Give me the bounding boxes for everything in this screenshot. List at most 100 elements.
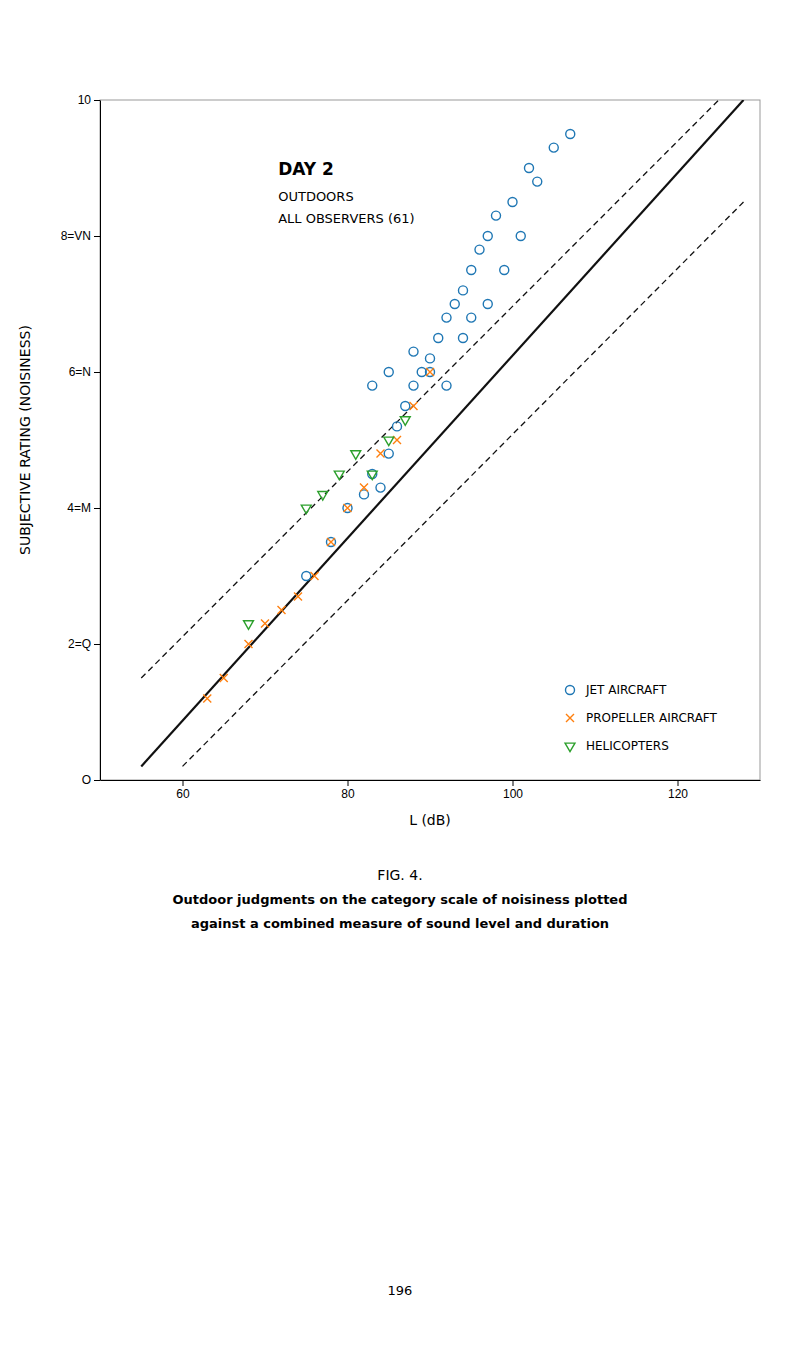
point (351, 451, 361, 460)
legend-item: HELICOPTERS (565, 739, 669, 753)
tick-label: O (82, 773, 91, 787)
legend-label: HELICOPTERS (586, 739, 669, 753)
point (458, 333, 467, 342)
caption: FIG. 4. (377, 867, 422, 883)
point (245, 640, 253, 648)
tick-label: 60 (176, 787, 190, 801)
tick: 100 (503, 780, 523, 801)
point (467, 313, 476, 322)
legend: JET AIRCRAFT PROPELLER AIRCRAFT HELICOPTER… (565, 683, 718, 753)
tick-mark (678, 780, 679, 786)
page-number: 196 (388, 1283, 413, 1298)
point (425, 367, 434, 376)
caption: against a combined measure of sound leve… (191, 916, 609, 931)
axis-domain (100, 101, 101, 781)
point (475, 245, 484, 254)
tick-mark (94, 780, 100, 781)
tick: 2=Q (68, 637, 100, 651)
line (141, 100, 719, 678)
point (549, 143, 558, 152)
point (384, 437, 394, 446)
caption: Outdoor judgments on the category scale … (172, 892, 627, 907)
tick: 8=VN (61, 229, 100, 243)
point (508, 197, 517, 206)
series (244, 417, 411, 630)
point (483, 231, 492, 240)
point (377, 450, 385, 458)
point (244, 621, 254, 630)
point (384, 367, 393, 376)
tick-mark (94, 236, 100, 237)
tick-label: 80 (341, 787, 355, 801)
point (409, 347, 418, 356)
plot: 6080100120O2=Q4=M6=N8=VN10JET AIRCRAFTPR… (61, 93, 761, 800)
plot-frame (100, 100, 760, 780)
point (334, 471, 344, 480)
legend-symbol (566, 714, 574, 722)
legend-item: JET AIRCRAFT (565, 683, 666, 697)
tick-mark (94, 508, 100, 509)
point (500, 265, 509, 274)
point (368, 381, 377, 390)
tick: 80 (341, 780, 355, 801)
point (278, 606, 286, 614)
point (326, 537, 335, 546)
tick: 60 (176, 780, 190, 801)
tick-label: 120 (668, 787, 688, 801)
y-axis: O2=Q4=M6=N8=VN10 (61, 93, 101, 787)
tick: 120 (668, 780, 688, 801)
y-axis-label: SUBJECTIVE RATING (NOISINESS) (17, 325, 33, 555)
point (533, 177, 542, 186)
point (367, 471, 377, 480)
point (516, 231, 525, 240)
point (220, 674, 228, 682)
point (400, 417, 410, 426)
point (311, 572, 319, 580)
point (426, 368, 434, 376)
point (294, 592, 302, 600)
tick: 6=N (69, 365, 100, 379)
point (301, 505, 311, 514)
point (376, 483, 385, 492)
tick-mark (94, 100, 100, 101)
tick-mark (94, 372, 100, 373)
tick: 10 (78, 93, 100, 107)
point (392, 422, 401, 431)
point (302, 571, 311, 580)
point (491, 211, 500, 220)
tick: O (82, 773, 100, 787)
tick-label: 8=VN (61, 229, 91, 243)
line (141, 100, 743, 766)
point (450, 299, 459, 308)
chart: 6080100120O2=Q4=M6=N8=VN10JET AIRCRAFTPR… (0, 0, 800, 1345)
point (524, 163, 533, 172)
legend-label: JET AIRCRAFT (585, 683, 667, 697)
point (566, 129, 575, 138)
point (409, 381, 418, 390)
tick-label: 100 (503, 787, 523, 801)
x-axis: 60 80 100 120 (101, 780, 761, 801)
point (434, 333, 443, 342)
line (183, 202, 744, 766)
subtitle: OUTDOORS (278, 189, 353, 204)
x-axis-label: L (dB) (409, 812, 451, 828)
point (483, 299, 492, 308)
point (384, 449, 393, 458)
legend-label: PROPELLER AIRCRAFT (586, 711, 718, 725)
axis-domain (101, 780, 761, 781)
tick-mark (183, 780, 184, 786)
legend-item: PROPELLER AIRCRAFT (566, 711, 718, 725)
point (261, 620, 269, 628)
tick-mark (94, 644, 100, 645)
point (467, 265, 476, 274)
point (318, 492, 328, 501)
point (442, 381, 451, 390)
tick-label: 2=Q (68, 637, 91, 651)
point (425, 354, 434, 363)
point (360, 484, 368, 492)
tick-mark (348, 780, 349, 786)
point (344, 504, 352, 512)
marks (141, 100, 743, 766)
point (442, 313, 451, 322)
legend-symbol (565, 685, 574, 694)
